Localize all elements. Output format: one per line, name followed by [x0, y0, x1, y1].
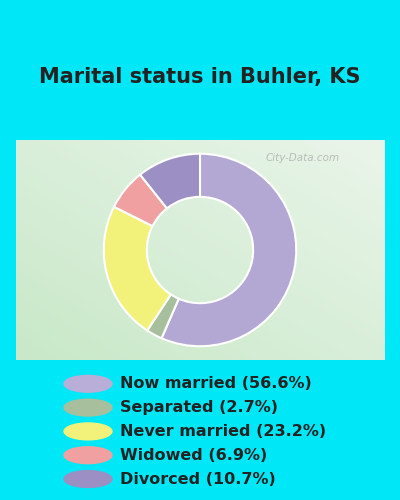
Circle shape — [64, 399, 112, 416]
Wedge shape — [114, 174, 167, 226]
Wedge shape — [140, 154, 200, 208]
Text: Widowed (6.9%): Widowed (6.9%) — [120, 448, 267, 462]
Text: Separated (2.7%): Separated (2.7%) — [120, 400, 278, 415]
Circle shape — [64, 423, 112, 440]
Wedge shape — [147, 294, 179, 338]
Circle shape — [64, 447, 112, 464]
Text: Divorced (10.7%): Divorced (10.7%) — [120, 472, 276, 486]
Text: Never married (23.2%): Never married (23.2%) — [120, 424, 326, 439]
Text: Now married (56.6%): Now married (56.6%) — [120, 376, 312, 392]
Text: Marital status in Buhler, KS: Marital status in Buhler, KS — [39, 67, 361, 87]
Circle shape — [64, 376, 112, 392]
Text: City-Data.com: City-Data.com — [266, 152, 340, 162]
Circle shape — [64, 470, 112, 488]
Wedge shape — [162, 154, 296, 346]
Wedge shape — [104, 206, 171, 330]
